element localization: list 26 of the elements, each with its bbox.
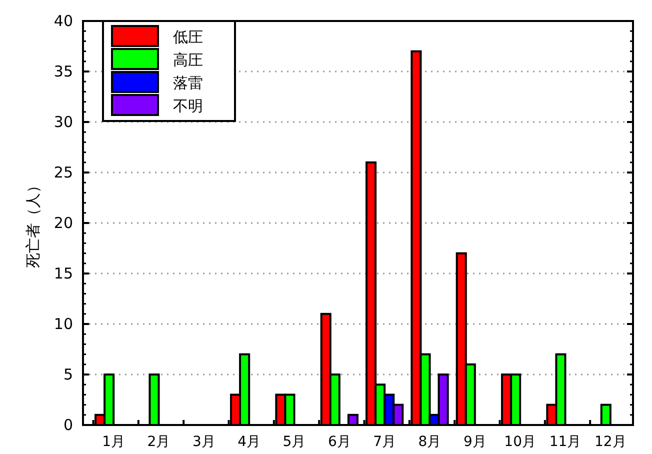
y-tick-label: 0: [63, 416, 73, 434]
legend-label: 高圧: [173, 51, 203, 69]
legend-label: 低圧: [173, 28, 203, 46]
x-tick-label: 6月: [328, 434, 351, 450]
x-tick-label: 10月: [504, 434, 536, 450]
y-tick-label: 25: [54, 164, 73, 182]
x-tick-label: 8月: [418, 434, 442, 450]
y-tick-label: 30: [54, 113, 73, 131]
x-tick-label: 9月: [463, 434, 486, 450]
y-tick-label: 5: [63, 366, 73, 384]
x-tick-label: 4月: [238, 434, 261, 450]
y-tick-label: 40: [54, 12, 73, 30]
x-tick-label: 3月: [192, 434, 216, 450]
x-tick-label: 12月: [594, 434, 626, 450]
x-tick-label: 1月: [102, 434, 126, 450]
y-tick-label: 20: [54, 214, 73, 232]
y-axis-title: 死亡者（人）: [24, 178, 42, 268]
y-tick-label: 10: [54, 315, 73, 333]
x-tick-label: 5月: [282, 434, 306, 450]
y-tick-label: 15: [54, 264, 73, 282]
y-tick-label: 35: [54, 62, 73, 80]
legend-label: 落雷: [173, 74, 203, 92]
x-tick-label: 11月: [549, 434, 582, 450]
legend-label: 不明: [173, 97, 203, 115]
x-tick-label: 2月: [147, 434, 170, 450]
x-tick-label: 7月: [373, 434, 396, 450]
